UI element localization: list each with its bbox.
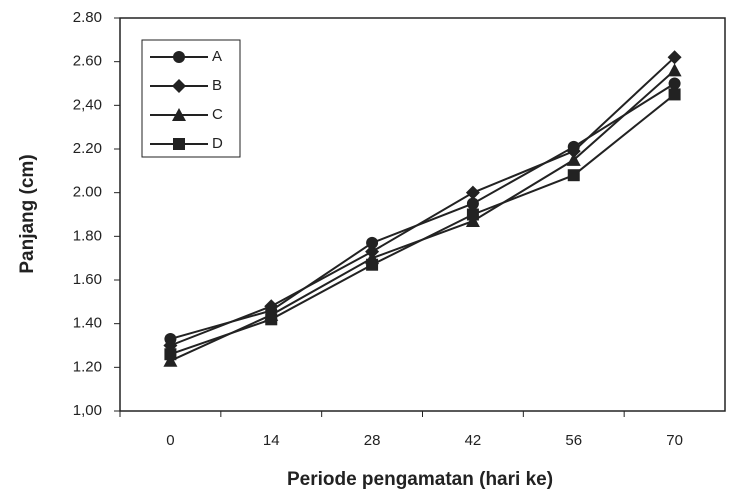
marker [465,185,480,200]
series-line [170,56,676,347]
y-tick-label: 2.60 [73,53,102,70]
marker [566,144,581,159]
marker [667,50,682,65]
x-axis-label: Periode pengamatan (hari ke) [287,469,553,490]
y-axis-label: Panjang (cm) [17,154,38,273]
marker [567,169,580,182]
legend-label: C [212,106,223,123]
marker [163,353,178,367]
marker [164,348,177,361]
marker [172,79,186,93]
marker [465,214,480,228]
y-tick-label: 1.20 [73,358,102,375]
x-tick-label: 56 [565,432,582,449]
legend-label: A [212,48,222,65]
marker [566,152,581,166]
y-tick-label: 1.80 [73,227,102,244]
y-tick-label: 2.00 [73,184,102,201]
marker [366,258,379,271]
y-tick-label: 2,40 [73,96,102,113]
marker [173,51,185,63]
marker [173,138,185,150]
marker [172,108,186,121]
marker [265,313,278,326]
legend-label: B [212,77,222,94]
legend-label: D [212,135,223,152]
series-line [170,93,676,356]
marker [667,63,682,77]
x-tick-label: 14 [263,432,280,449]
marker [466,197,479,210]
x-tick-label: 28 [364,432,381,449]
y-tick-label: 1.40 [73,315,102,332]
x-tick-label: 0 [166,432,174,449]
marker [668,88,681,101]
legend-box [141,39,241,158]
y-tick-label: 1,00 [73,402,102,419]
x-tick-label: 70 [666,432,683,449]
y-tick-label: 2.20 [73,140,102,157]
x-tick-label: 42 [465,432,482,449]
marker [668,77,681,90]
marker [366,236,379,249]
marker [264,299,279,314]
series-line [170,82,676,340]
marker [466,208,479,221]
y-tick-label: 2.80 [73,9,102,26]
y-tick-label: 1.60 [73,271,102,288]
